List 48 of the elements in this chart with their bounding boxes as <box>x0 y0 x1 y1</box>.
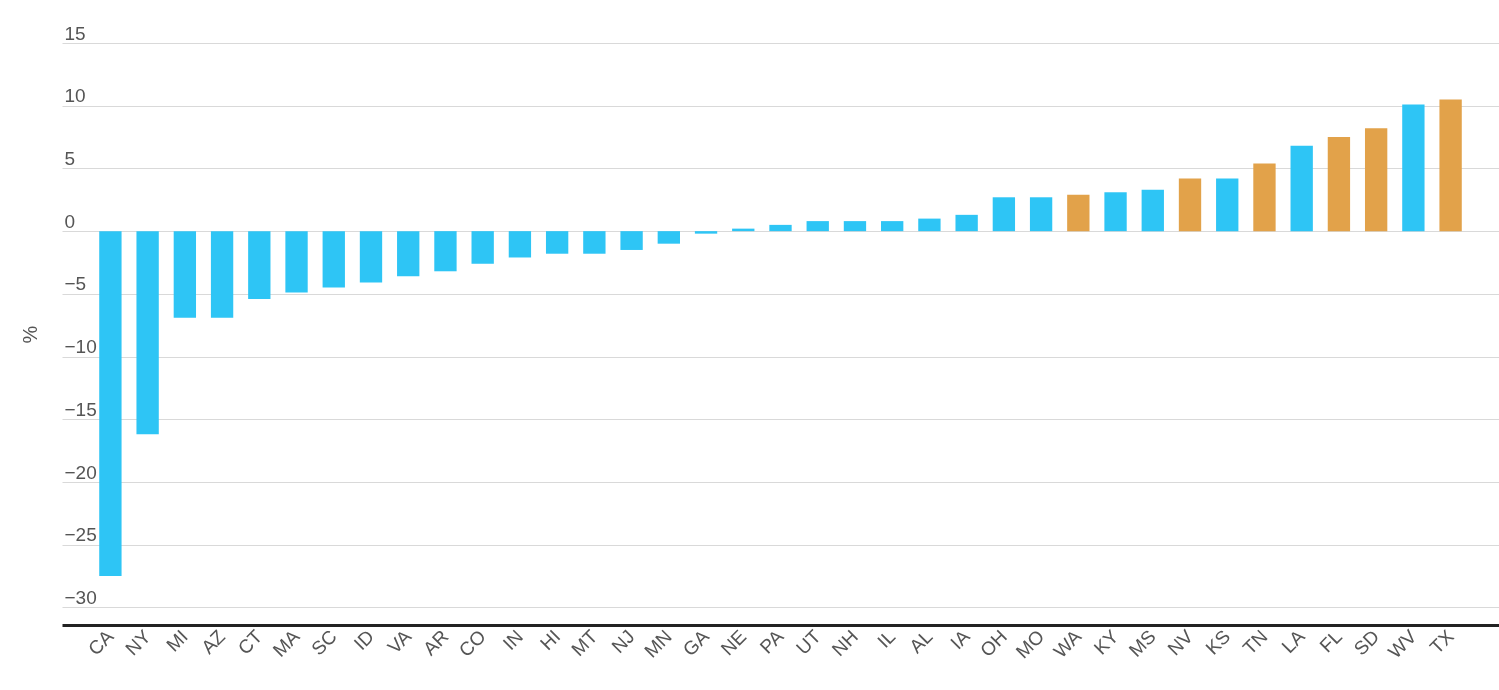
x-tick-label: MN <box>640 625 676 662</box>
x-tick-label: IN <box>498 625 527 655</box>
x-tick-label: TN <box>1238 625 1272 659</box>
x-tick-label: OH <box>975 625 1011 661</box>
x-tick-label: NE <box>716 625 751 660</box>
x-tick-label: UT <box>792 625 826 659</box>
x-tick-label: SC <box>307 625 341 660</box>
x-tick-label: ID <box>349 625 379 655</box>
x-tick-label: VA <box>383 625 416 658</box>
x-tick-label: NJ <box>607 625 639 657</box>
y-tick-label: 15 <box>64 22 86 44</box>
x-tick-label: MA <box>268 625 304 661</box>
x-tick-label: FL <box>1315 625 1346 657</box>
y-tick-label: 5 <box>64 147 76 169</box>
y-tick-label: 10 <box>64 85 86 107</box>
y-tick-label: −25 <box>64 524 97 546</box>
y-tick-label: 0 <box>64 210 76 232</box>
x-tick-label: LA <box>1277 625 1309 658</box>
y-axis-title: % <box>18 325 41 344</box>
x-tick-label: GA <box>678 625 714 660</box>
x-tick-label: MS <box>1124 625 1160 661</box>
x-tick-label: SD <box>1349 625 1384 660</box>
x-tick-label: HI <box>535 625 565 655</box>
y-tick-label: −15 <box>64 398 97 420</box>
x-tick-label: IL <box>873 625 900 652</box>
x-tick-label: PA <box>755 625 788 658</box>
x-tick-label: MO <box>1011 625 1049 663</box>
y-tick-label: −5 <box>64 273 87 295</box>
x-tick-label: NV <box>1163 625 1198 660</box>
x-tick-label: KY <box>1089 625 1123 659</box>
x-tick-label: IA <box>946 625 974 654</box>
y-tick-label: −30 <box>64 586 97 608</box>
x-tick-label: WA <box>1049 625 1086 662</box>
x-tick-label: WV <box>1383 625 1421 663</box>
x-tick-label: KS <box>1201 625 1235 659</box>
x-tick-label: AL <box>905 625 937 658</box>
x-tick-label: NY <box>121 625 155 660</box>
x-tick-label: NH <box>827 625 863 660</box>
x-tick-label: MT <box>567 625 602 660</box>
y-tick-label: −10 <box>64 336 97 358</box>
x-tick-label: MI <box>162 625 192 656</box>
x-tick-label: CA <box>83 625 118 660</box>
x-tick-label: AZ <box>197 625 230 658</box>
x-tick-label: AR <box>419 625 453 660</box>
y-tick-label: −20 <box>64 461 97 483</box>
x-tick-label: CO <box>454 625 490 661</box>
x-tick-label: CT <box>233 625 267 659</box>
x-tick-label: TX <box>1425 625 1458 658</box>
